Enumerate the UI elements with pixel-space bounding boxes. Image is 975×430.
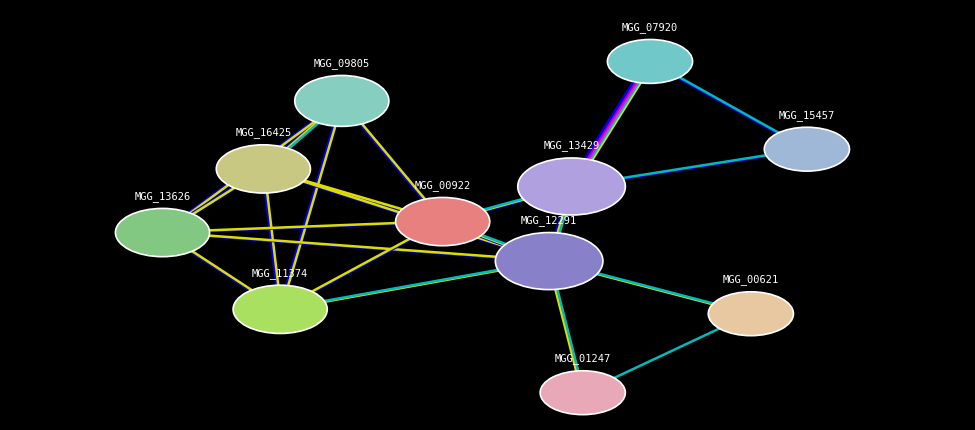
Ellipse shape <box>216 145 310 193</box>
Ellipse shape <box>115 209 210 257</box>
Text: MGG_00621: MGG_00621 <box>722 274 779 285</box>
Text: MGG_15457: MGG_15457 <box>779 110 835 121</box>
Ellipse shape <box>764 127 849 171</box>
Text: MGG_01247: MGG_01247 <box>555 353 611 364</box>
Ellipse shape <box>518 158 625 215</box>
Ellipse shape <box>708 292 794 336</box>
Text: MGG_07920: MGG_07920 <box>622 22 679 33</box>
Ellipse shape <box>396 197 489 246</box>
Text: MGG_16425: MGG_16425 <box>235 127 292 138</box>
Ellipse shape <box>233 285 328 334</box>
Text: MGG_09805: MGG_09805 <box>314 58 370 69</box>
Text: MGG_13626: MGG_13626 <box>135 191 191 202</box>
Ellipse shape <box>294 76 389 126</box>
Text: MGG_13429: MGG_13429 <box>543 141 600 151</box>
Text: MGG_12291: MGG_12291 <box>521 215 577 226</box>
Text: MGG_11374: MGG_11374 <box>253 268 308 279</box>
Ellipse shape <box>540 371 625 415</box>
Ellipse shape <box>607 40 692 83</box>
Text: MGG_00922: MGG_00922 <box>414 180 471 191</box>
Ellipse shape <box>495 233 603 289</box>
